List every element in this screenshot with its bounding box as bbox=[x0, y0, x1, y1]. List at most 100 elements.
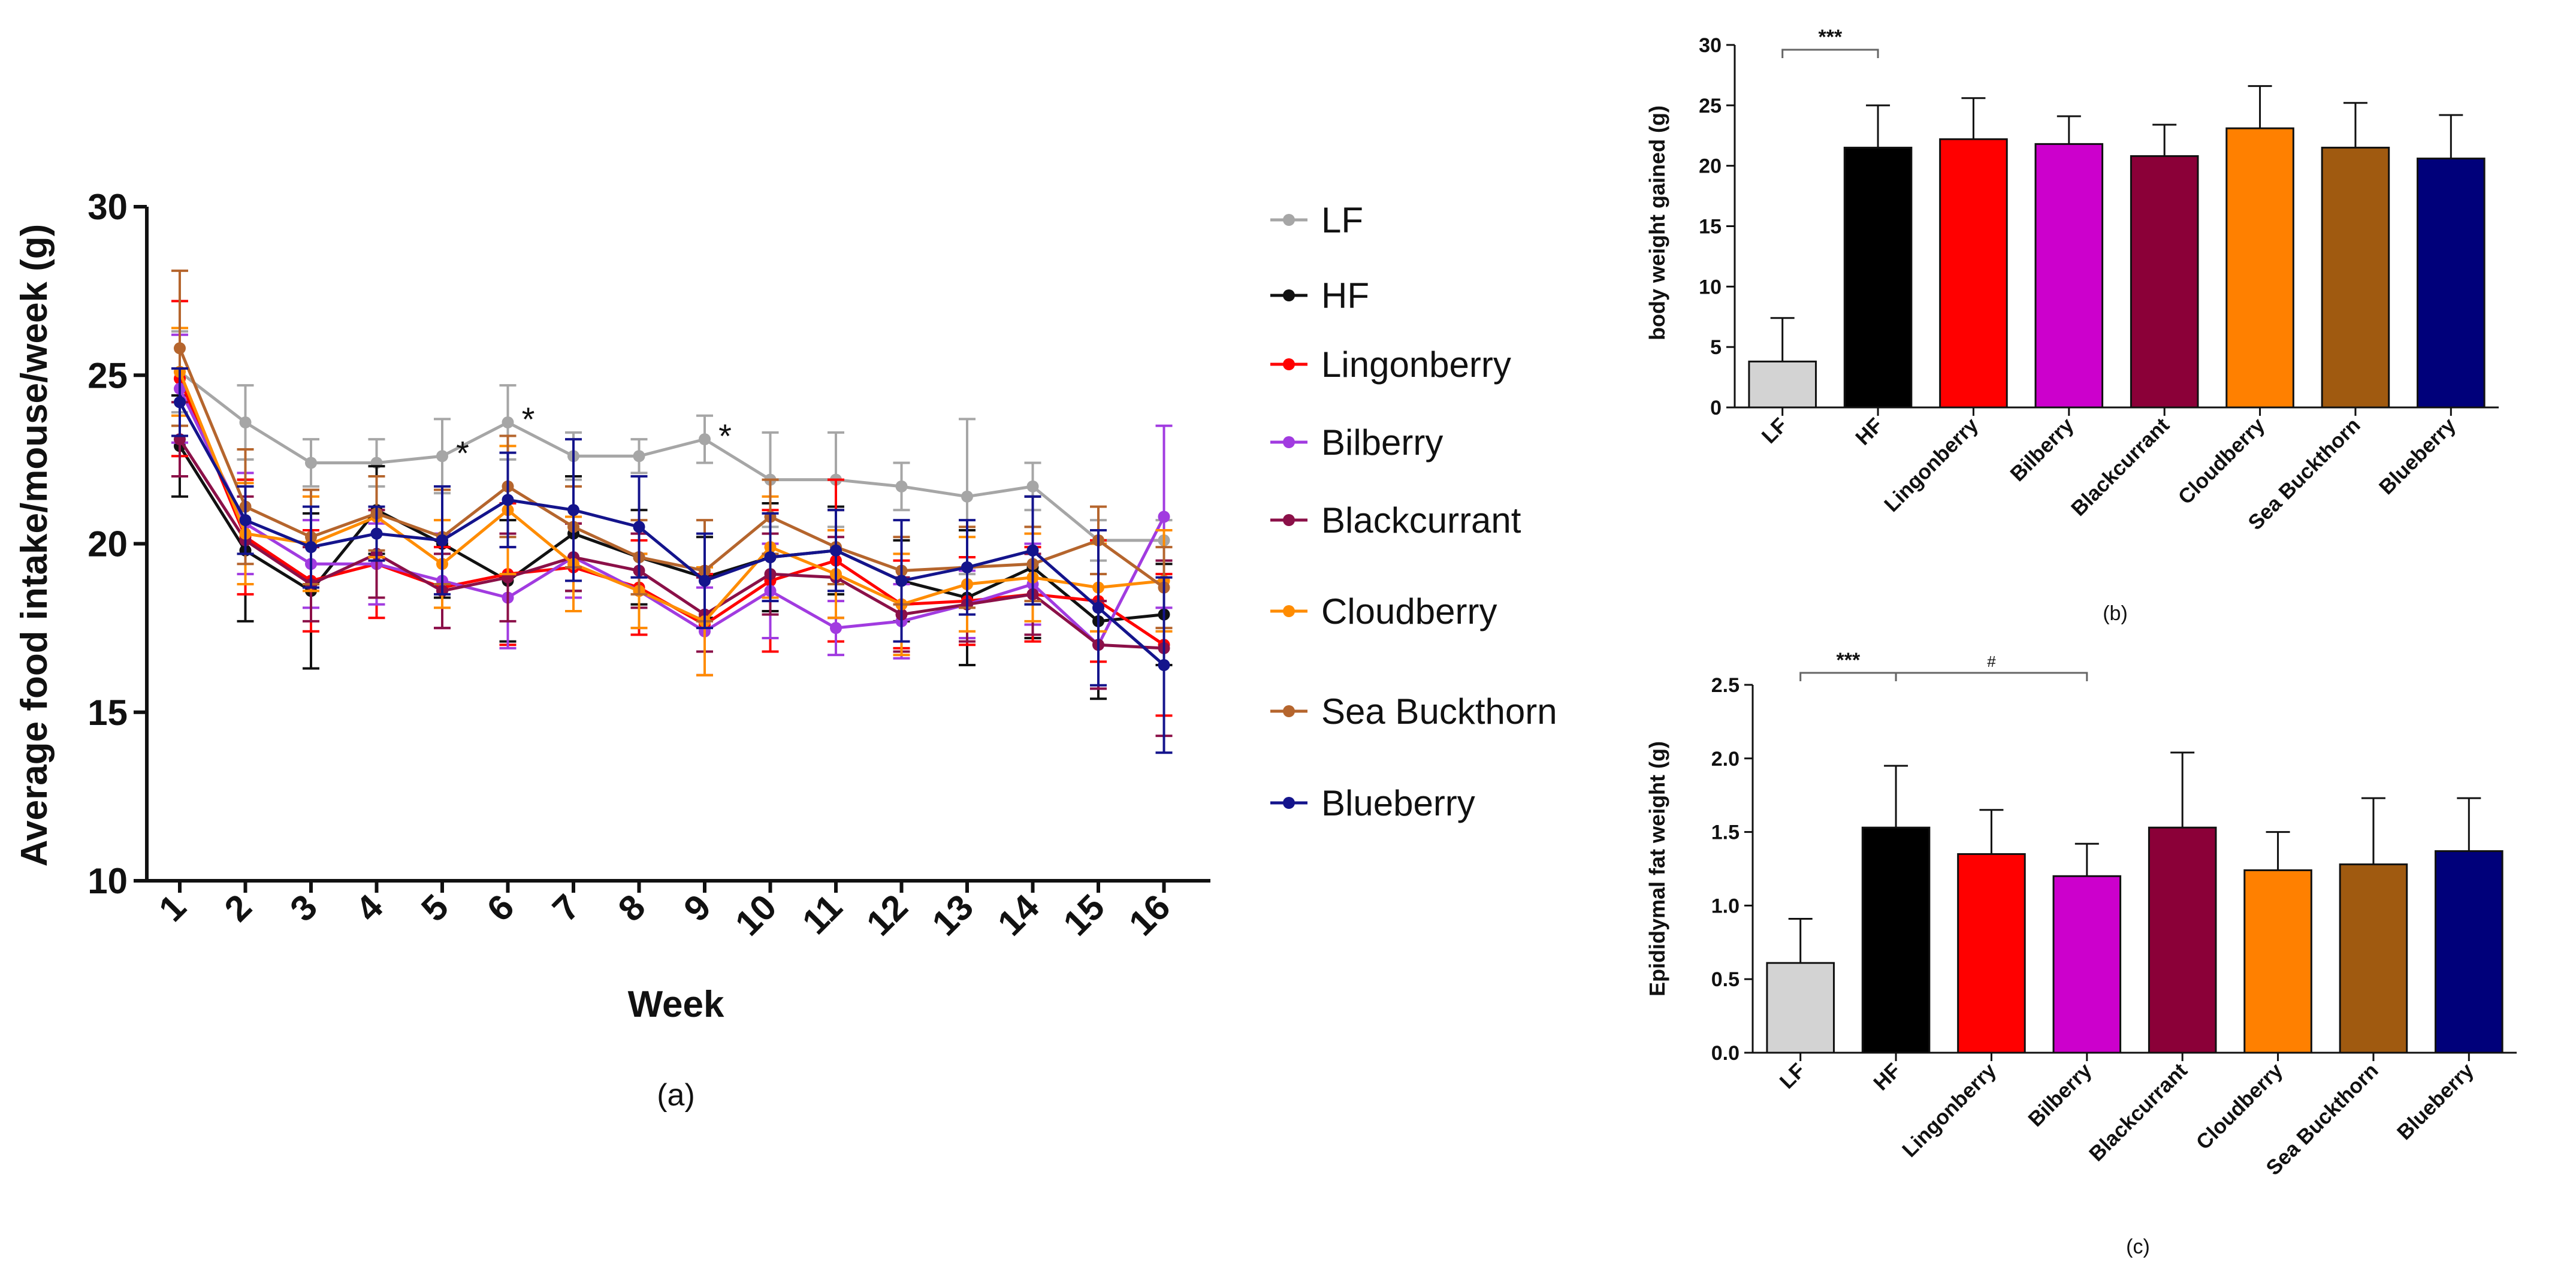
legend-item-hf: HF bbox=[1270, 276, 1369, 316]
data-point bbox=[1092, 602, 1104, 614]
bar-blueberry: Blueberry bbox=[2393, 797, 2503, 1144]
panel-a-x-tick-label: 11 bbox=[795, 887, 850, 942]
x-tick-label: Lingonberry bbox=[1898, 1059, 2001, 1162]
bar-bilberry: Bilberry bbox=[2024, 842, 2122, 1131]
panel-a-x-tick-label: 4 bbox=[348, 886, 391, 929]
panel-a-y-tick-label: 30 bbox=[87, 187, 128, 227]
series-line bbox=[178, 371, 1164, 623]
panel-b-y-tick-label: 20 bbox=[1699, 155, 1722, 178]
panel-b-y-tick-label: 25 bbox=[1699, 95, 1722, 117]
legend-label: Blueberry bbox=[1321, 783, 1475, 823]
panel-a-y-tick-label: 15 bbox=[87, 693, 128, 733]
panel-a-x-tick-label: 3 bbox=[282, 887, 325, 929]
bar-rect bbox=[1939, 138, 2008, 409]
series-cloudberry bbox=[171, 327, 1173, 676]
legend-item-cloudberry: Cloudberry bbox=[1270, 591, 1497, 632]
data-point bbox=[239, 416, 252, 428]
data-point bbox=[239, 514, 252, 527]
bar-blueberry: Blueberry bbox=[2375, 114, 2486, 499]
panel-a-x-tick-label: 2 bbox=[217, 887, 259, 929]
series-blackcurrant bbox=[171, 401, 1173, 738]
panel-b-y-tick-label: 30 bbox=[1699, 34, 1722, 57]
data-point bbox=[502, 494, 514, 506]
panel-c-y-tick-label: 2.5 bbox=[1711, 674, 1740, 697]
panel-a-y-tick-label: 10 bbox=[87, 861, 128, 901]
panel-a-x-tick-label: 5 bbox=[413, 887, 456, 929]
series-line bbox=[178, 388, 1165, 648]
bar-rect bbox=[1748, 360, 1817, 409]
legend-swatch-marker bbox=[1283, 605, 1295, 617]
legend-swatch-marker bbox=[1283, 358, 1295, 370]
significance-label: *** bbox=[1837, 649, 1861, 672]
bracket-line bbox=[1781, 49, 1879, 58]
data-point bbox=[436, 450, 448, 463]
bar-rect bbox=[2052, 875, 2122, 1054]
panel-b-y-tick-label: 0 bbox=[1710, 397, 1722, 419]
legend-label: Sea Buckthorn bbox=[1321, 691, 1557, 732]
series-line bbox=[178, 445, 1164, 623]
legend-item-lf: LF bbox=[1270, 200, 1363, 240]
significance-bracket: # bbox=[1895, 652, 2088, 681]
legend-item-sea-buckthorn: Sea Buckthorn bbox=[1270, 691, 1557, 732]
series-bilberry bbox=[171, 333, 1173, 690]
legend-item-bilberry: Bilberry bbox=[1270, 422, 1443, 463]
bracket-line bbox=[1895, 672, 2088, 681]
series-line bbox=[178, 438, 1164, 650]
panel-c-y-tick-label: 1.5 bbox=[1711, 821, 1740, 844]
bar-lf: LF bbox=[1766, 918, 1835, 1093]
panel-c-y-tick-label: 0.0 bbox=[1711, 1042, 1740, 1065]
panel-c-significance: *** # bbox=[1799, 649, 2088, 681]
bar-hf: HF bbox=[1861, 765, 1931, 1095]
panel-b-y-axis-title: body weight gained (g) bbox=[1645, 105, 1669, 340]
significance-marker: * bbox=[456, 434, 469, 472]
legend-swatch-marker bbox=[1283, 705, 1295, 717]
panel-a-x-tick-label: 6 bbox=[479, 887, 522, 929]
bar-rect bbox=[2321, 146, 2390, 409]
x-tick-label: Blackcurrant bbox=[2067, 413, 2174, 521]
x-tick-label: Bilberry bbox=[2024, 1059, 2096, 1131]
bar-rect bbox=[1957, 853, 2026, 1054]
panel-a-x-tick-label: 16 bbox=[1121, 887, 1178, 944]
bar-rect bbox=[2130, 155, 2199, 409]
bar-lf: LF bbox=[1748, 317, 1817, 448]
panel-a-y-axis-title: Average food intake/mouse/week (g) bbox=[14, 224, 55, 867]
data-point bbox=[567, 504, 579, 516]
data-point bbox=[699, 433, 711, 446]
x-tick-label: Blueberry bbox=[2393, 1059, 2478, 1144]
significance-label: # bbox=[1987, 652, 1996, 670]
panel-a-y-tick-label: 25 bbox=[87, 355, 128, 395]
x-tick-label: HF bbox=[1851, 413, 1888, 450]
legend-item-blackcurrant: Blackcurrant bbox=[1270, 500, 1521, 540]
legend-label: Lingonberry bbox=[1321, 345, 1511, 385]
bar-rect bbox=[1843, 146, 1913, 409]
data-point bbox=[1158, 510, 1170, 523]
data-point bbox=[436, 534, 448, 546]
panel-c-y-tick-label: 0.5 bbox=[1711, 968, 1740, 991]
data-point bbox=[764, 551, 777, 563]
data-point bbox=[1158, 659, 1170, 671]
significance-bracket: *** bbox=[1781, 26, 1879, 58]
panel-b-caption: (b) bbox=[2103, 602, 2128, 625]
bar-rect bbox=[1861, 826, 1931, 1054]
panel-a-x-tick-label: 13 bbox=[925, 887, 982, 944]
data-point bbox=[633, 521, 645, 533]
data-point bbox=[633, 450, 645, 463]
legend-label: Blackcurrant bbox=[1321, 500, 1521, 540]
x-tick-label: Lingonberry bbox=[1880, 413, 1983, 516]
panel-a-x-tick-label: 14 bbox=[990, 886, 1047, 943]
significance-marker: * bbox=[522, 400, 535, 438]
panel-b-y-tick-label: 10 bbox=[1699, 276, 1722, 298]
legend-label: Cloudberry bbox=[1321, 591, 1497, 632]
bar-rect bbox=[2225, 127, 2294, 409]
panel-c-y-tick-label: 2.0 bbox=[1711, 748, 1740, 771]
panel-c-y-axis-title: Epididymal fat weight (g) bbox=[1645, 741, 1669, 996]
panel-a-x-tick-label: 1 bbox=[151, 887, 194, 929]
data-point bbox=[961, 561, 973, 573]
data-point bbox=[305, 541, 317, 554]
legend-swatch-marker bbox=[1283, 797, 1295, 809]
series-line bbox=[178, 401, 1165, 666]
series-line bbox=[179, 370, 1164, 542]
